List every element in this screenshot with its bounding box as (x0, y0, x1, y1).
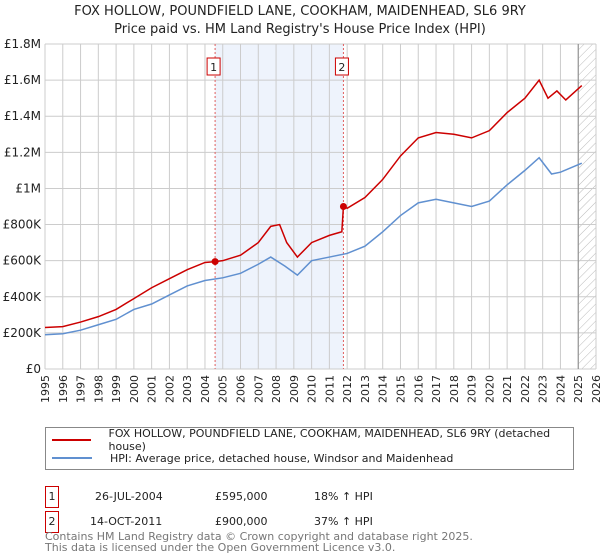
x-tick-label: 2009 (288, 375, 301, 403)
x-tick-label: 2019 (466, 375, 479, 403)
y-tick-label: £600K (3, 254, 43, 268)
footer-copyright: Contains HM Land Registry data © Crown c… (45, 530, 473, 543)
x-tick-label: 2013 (359, 375, 372, 403)
x-tick-label: 1999 (110, 375, 123, 403)
y-tick-label: £1.2M (4, 145, 41, 159)
legend-swatch-property (52, 439, 91, 441)
x-tick-label: 2005 (217, 375, 230, 403)
y-tick-label: £1.4M (4, 109, 41, 123)
x-tick-label: 2011 (323, 375, 336, 403)
x-tick-label: 2017 (430, 375, 443, 403)
x-tick-label: 1997 (75, 375, 88, 403)
y-tick-label: £200K (3, 326, 43, 340)
property-price-line (44, 78, 583, 329)
x-tick-label: 2000 (128, 375, 141, 403)
x-tick-label: 2025 (572, 375, 585, 403)
x-tick-label: 2016 (412, 375, 425, 403)
legend-swatch-hpi (52, 457, 92, 459)
x-tick-label: 2004 (199, 375, 212, 403)
marker-label: 2 (338, 61, 345, 74)
transaction-price: £900,000 (215, 515, 268, 528)
footer-licence: This data is licensed under the Open Gov… (45, 541, 396, 554)
x-tick-label: 2003 (181, 375, 194, 403)
transaction-price: £595,000 (215, 490, 268, 503)
y-tick-label: £1.6M (4, 73, 41, 87)
x-tick-label: 2006 (235, 375, 248, 403)
legend-label-property: FOX HOLLOW, POUNDFIELD LANE, COOKHAM, MA… (108, 427, 551, 453)
legend: FOX HOLLOW, POUNDFIELD LANE, COOKHAM, MA… (45, 427, 574, 470)
y-tick-label: £1.8M (4, 37, 41, 51)
hpi-line (44, 156, 583, 336)
x-tick-label: 2014 (377, 375, 390, 403)
y-tick-label: £400K (3, 290, 43, 304)
footer: Contains HM Land Registry data © Crown c… (45, 531, 473, 553)
transaction-marker: 1 (45, 486, 59, 508)
transaction-date: 26-JUL-2004 (95, 490, 163, 503)
price-chart: 1995 1996 1997 1998 1999 2000 2001 2002 2003 2004… (3, 37, 600, 403)
chart-title: FOX HOLLOW, POUNDFIELD LANE, COOKHAM, MA… (74, 4, 526, 19)
transaction-marker: 2 (45, 511, 59, 533)
y-tick-label: £800K (3, 218, 43, 232)
highlight-range (215, 44, 344, 369)
sale-point (211, 258, 219, 266)
sale-point (339, 203, 347, 210)
x-tick-label: 2024 (554, 375, 567, 403)
transaction-hpi: 18% ↑ HPI (314, 490, 373, 503)
x-tick-label: 2020 (483, 375, 496, 403)
x-tick-label: 2001 (146, 375, 159, 403)
forecast-hatch (578, 44, 596, 369)
x-tick-label: 2022 (519, 375, 532, 403)
x-tick-label: 2026 (590, 375, 600, 403)
x-tick-label: 1996 (57, 375, 70, 403)
y-tick-label: £0 (26, 362, 41, 376)
transaction-row: 2 14-OCT-2011 £900,000 37% ↑ HPI (45, 511, 585, 542)
y-tick-label: £1M (15, 181, 41, 195)
legend-label-hpi: HPI: Average price, detached house, Wind… (110, 451, 454, 465)
marker-box (334, 57, 349, 76)
transaction-row: 1 26-JUL-2004 £595,000 18% ↑ HPI (45, 486, 585, 508)
x-tick-label: 2002 (163, 375, 176, 403)
marker-label: 1 (210, 61, 217, 74)
x-tick-label: 2015 (394, 375, 407, 403)
x-tick-label: 1995 (39, 375, 52, 403)
x-tick-label: 2010 (306, 375, 319, 403)
transaction-date: 14-OCT-2011 (90, 515, 163, 528)
chart-subtitle: Price paid vs. HM Land Registry's House … (114, 22, 486, 37)
x-tick-label: 2021 (501, 375, 514, 403)
x-tick-label: 2007 (252, 375, 265, 403)
x-tick-label: 2008 (270, 375, 283, 403)
x-tick-label: 2012 (341, 375, 354, 403)
x-tick-label: 2023 (537, 375, 550, 403)
x-tick-label: 2018 (448, 375, 461, 403)
transaction-hpi: 37% ↑ HPI (314, 515, 373, 528)
x-tick-label: 1998 (92, 375, 105, 403)
marker-box (206, 57, 221, 76)
